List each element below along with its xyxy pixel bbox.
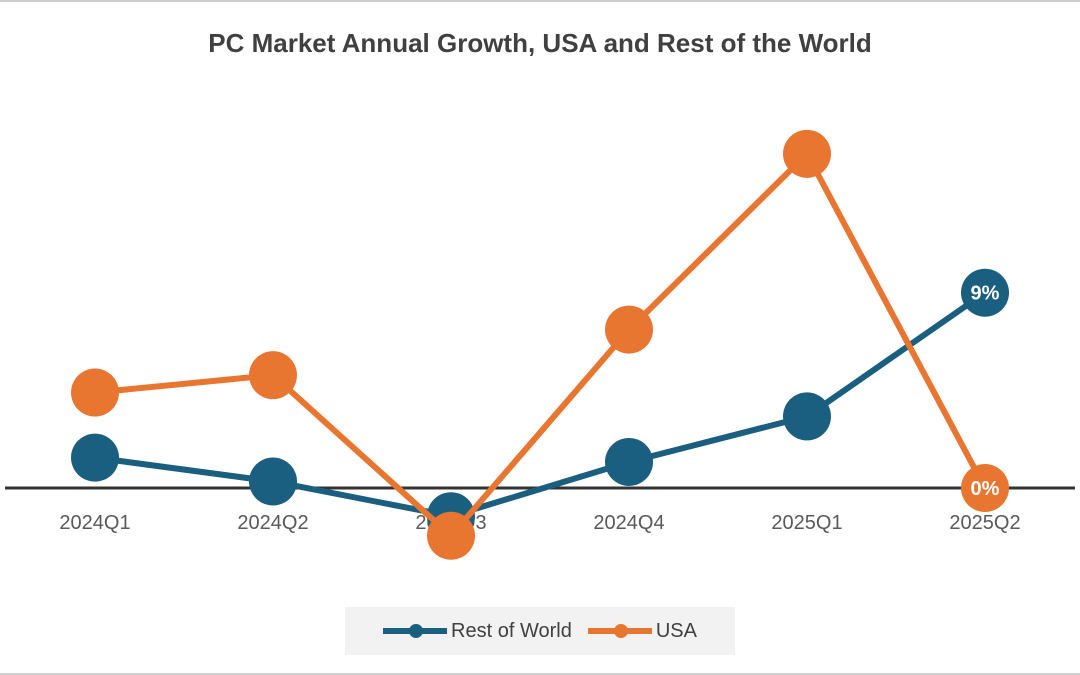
- legend-label: USA: [655, 619, 697, 642]
- series-usa: 0%: [71, 129, 1009, 560]
- chart-title: PC Market Annual Growth, USA and Rest of…: [208, 28, 872, 58]
- series-line: [94, 150, 988, 539]
- data-point: [71, 433, 119, 482]
- x-tick-label: 2024Q1: [59, 512, 130, 534]
- data-point: [783, 129, 831, 178]
- data-label: 0%: [971, 478, 1000, 500]
- x-tick-label: 2024Q4: [593, 512, 664, 534]
- legend-item-usa: USA: [587, 619, 697, 643]
- legend-swatch-rest-of-world: [383, 624, 448, 638]
- data-point: [961, 464, 1009, 512]
- data-point: [249, 351, 297, 400]
- x-tick-label: 2025Q2: [949, 512, 1020, 534]
- data-label: 9%: [971, 283, 1000, 305]
- legend-label: Rest of World: [451, 619, 572, 642]
- data-point: [427, 511, 475, 560]
- series-line: [94, 290, 987, 520]
- data-point: [783, 392, 831, 441]
- x-tick-label: 2024Q2: [237, 512, 308, 534]
- legend: Rest of World USA: [345, 607, 735, 655]
- data-point: [605, 437, 653, 486]
- data-point: [249, 457, 297, 506]
- data-point: [71, 368, 119, 417]
- legend-item-rest-of-world: Rest of World: [383, 620, 572, 643]
- legend-swatch-usa: [587, 624, 652, 638]
- data-point: [605, 305, 653, 354]
- series-rest-of-world: 9%: [71, 268, 1009, 541]
- data-point: [961, 268, 1009, 317]
- x-tick-label: 2025Q1: [771, 512, 842, 534]
